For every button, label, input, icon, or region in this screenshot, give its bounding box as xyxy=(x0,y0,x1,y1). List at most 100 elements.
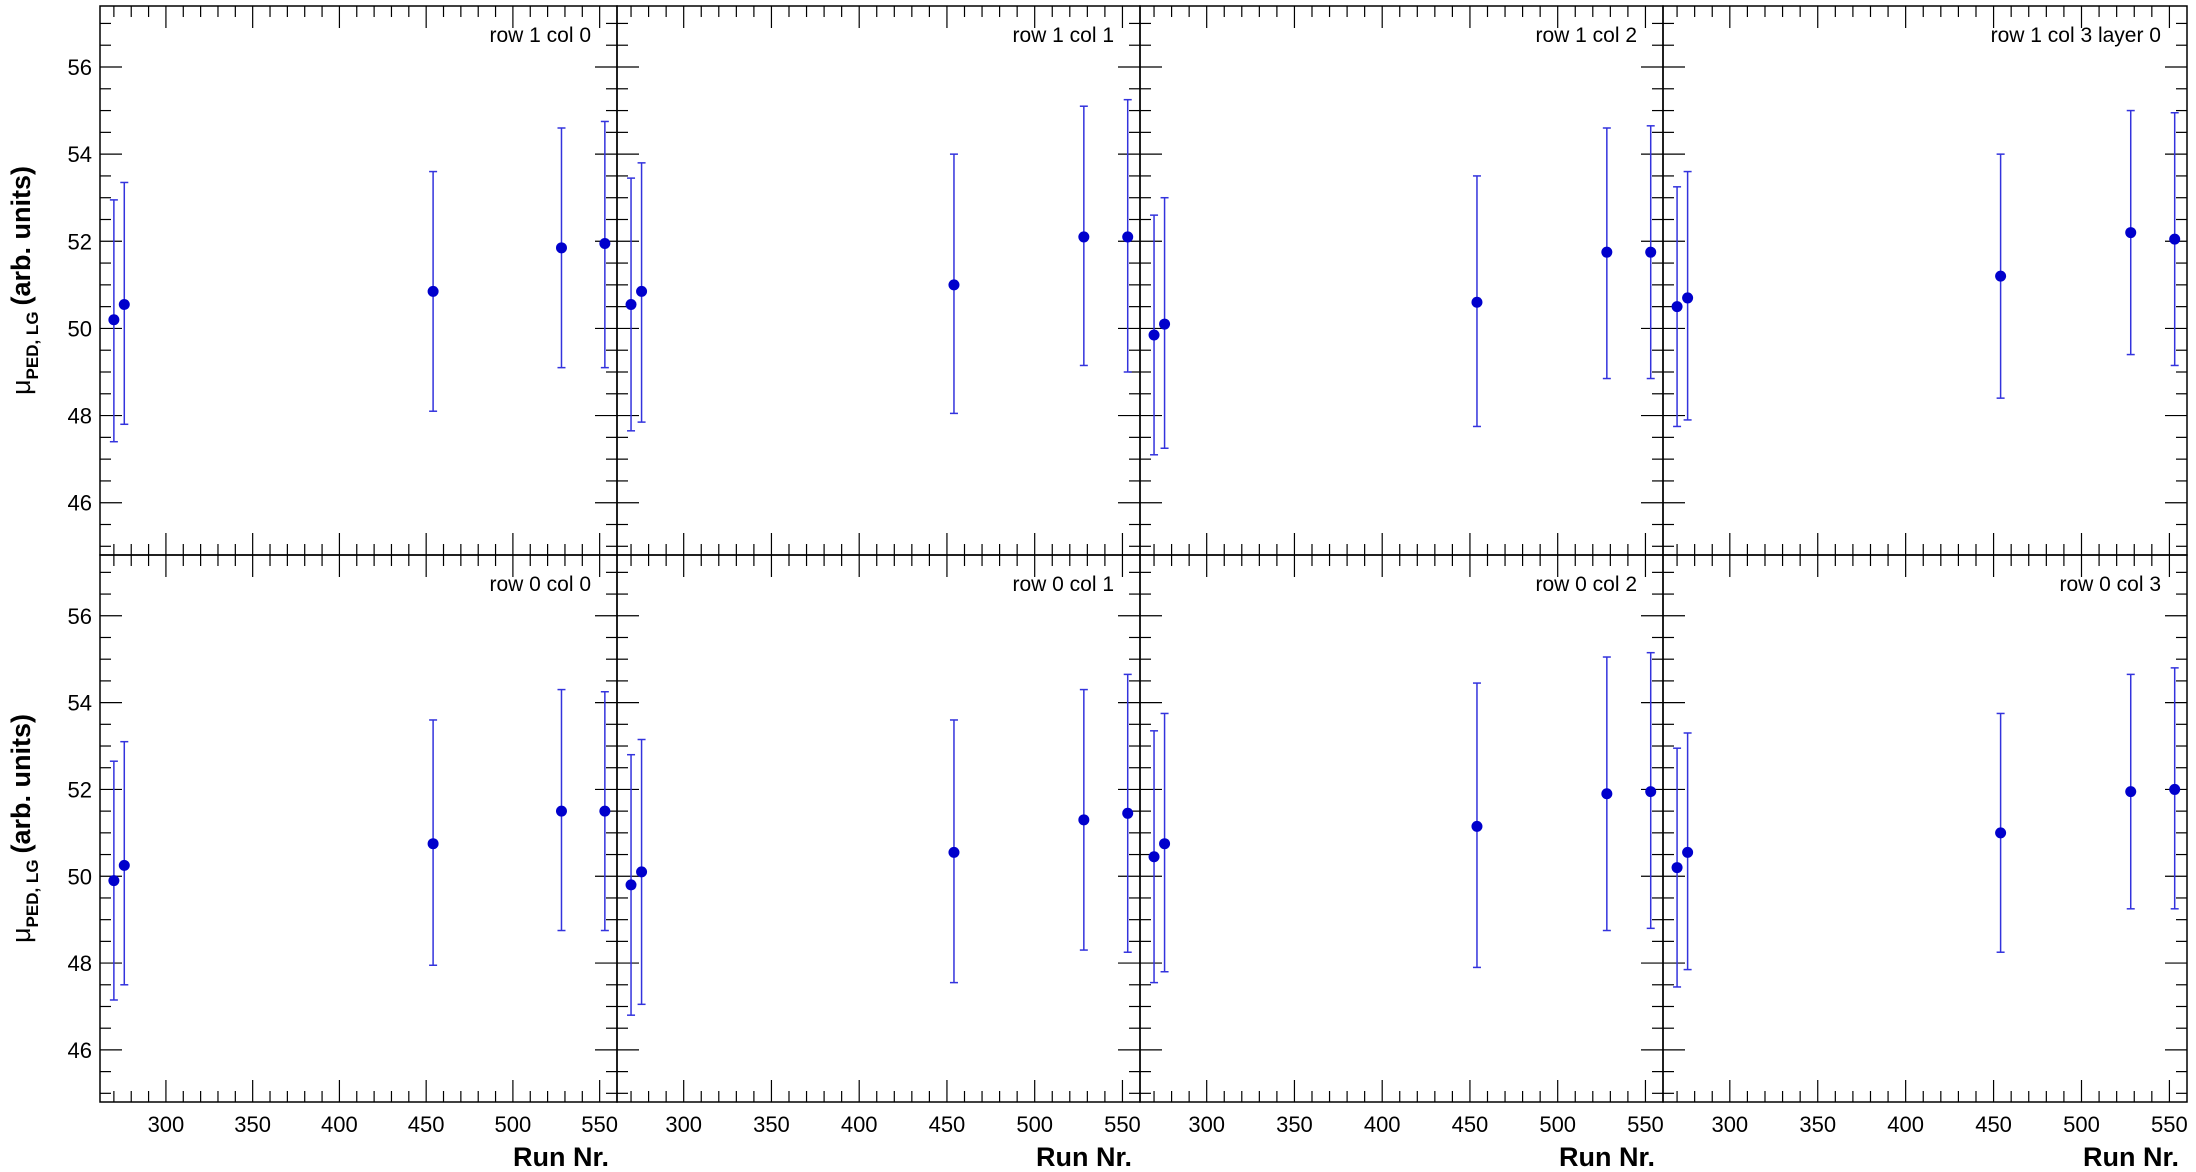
y-tick-label: 48 xyxy=(68,404,92,429)
y-axis-title-symbol: μ xyxy=(6,927,36,943)
y-tick-label: 48 xyxy=(68,951,92,976)
x-axis-title: Run Nr. xyxy=(1036,1142,1132,1172)
x-tick-label: 450 xyxy=(1975,1112,2012,1137)
y-axis-title-symbol: μ xyxy=(6,379,36,395)
data-point xyxy=(2125,786,2137,798)
data-point xyxy=(599,237,611,249)
x-tick-label: 550 xyxy=(1104,1112,1141,1137)
y-tick-label: 54 xyxy=(68,691,92,716)
x-tick-label: 350 xyxy=(1276,1112,1313,1137)
data-point xyxy=(948,846,960,858)
x-tick-label: 500 xyxy=(2063,1112,2100,1137)
x-tick-label: 350 xyxy=(234,1112,271,1137)
y-tick-label: 54 xyxy=(68,142,92,167)
data-point xyxy=(1471,820,1483,832)
x-tick-label: 300 xyxy=(148,1112,185,1137)
panel-label: row 0 col 0 xyxy=(489,573,591,596)
x-tick-label: 300 xyxy=(1188,1112,1225,1137)
panel-label: row 1 col 1 xyxy=(1012,24,1114,47)
data-point xyxy=(636,866,648,878)
x-tick-label: 300 xyxy=(665,1112,702,1137)
data-point xyxy=(1671,301,1683,313)
chart-panel: 300 350 400 450 500 550 Run Nr. row 0 col 3 xyxy=(1662,554,2188,1172)
x-tick-label: 350 xyxy=(1799,1112,1836,1137)
data-point xyxy=(1159,318,1171,330)
chart-panel: 300 350 400 450 500 550 Run Nr. row 0 col 1 xyxy=(616,554,1141,1172)
data-point xyxy=(636,285,648,297)
x-axis-title: Run Nr. xyxy=(513,1142,609,1172)
y-axis-title: μPED, LG (arb. units) xyxy=(6,714,42,943)
panel-label: row 1 col 2 xyxy=(1535,24,1637,47)
chart-panel: 46 48 50 52 54 56 row 1 col 0 xyxy=(68,5,618,556)
x-tick-label: 450 xyxy=(408,1112,445,1137)
x-tick-label: 450 xyxy=(929,1112,966,1137)
data-point xyxy=(427,285,439,297)
y-axis-title-subscript: PED, LG xyxy=(23,311,42,379)
panel-label: row 0 col 1 xyxy=(1012,573,1114,596)
x-tick-label: 350 xyxy=(753,1112,790,1137)
y-axis-title-units: (arb. units) xyxy=(6,714,36,854)
y-tick-label: 46 xyxy=(68,491,92,516)
data-point xyxy=(1148,329,1160,341)
y-tick-label: 50 xyxy=(68,864,92,889)
data-point xyxy=(108,314,120,326)
x-tick-label: 400 xyxy=(1887,1112,1924,1137)
data-point xyxy=(118,298,130,310)
x-tick-label: 400 xyxy=(321,1112,358,1137)
data-point xyxy=(118,859,130,871)
data-point xyxy=(1601,788,1613,800)
data-point xyxy=(1078,814,1090,826)
x-tick-label: 300 xyxy=(1711,1112,1748,1137)
x-axis-title: Run Nr. xyxy=(1559,1142,1655,1172)
data-point xyxy=(555,242,567,254)
y-tick-label: 52 xyxy=(68,229,92,254)
data-point xyxy=(1671,862,1683,874)
x-tick-label: 400 xyxy=(841,1112,878,1137)
x-tick-label: 500 xyxy=(1539,1112,1576,1137)
panel-frame xyxy=(1662,554,2188,1103)
data-point xyxy=(1995,270,2007,282)
data-point xyxy=(1148,851,1160,863)
data-point xyxy=(427,838,439,850)
panel-label: row 1 col 3 layer 0 xyxy=(1991,24,2161,47)
data-point xyxy=(1682,292,1694,304)
data-point xyxy=(599,805,611,817)
y-tick-label: 50 xyxy=(68,316,92,341)
data-point xyxy=(2169,783,2181,795)
data-point xyxy=(1601,246,1613,258)
data-point xyxy=(1471,296,1483,308)
y-tick-label: 52 xyxy=(68,777,92,802)
y-axis-title-units: (arb. units) xyxy=(6,166,36,306)
y-tick-label: 56 xyxy=(68,55,92,80)
panel-label: row 0 col 2 xyxy=(1535,573,1637,596)
y-axis-title: μPED, LG (arb. units) xyxy=(6,166,42,395)
x-tick-label: 550 xyxy=(581,1112,618,1137)
x-tick-label: 450 xyxy=(1452,1112,1489,1137)
data-point xyxy=(108,875,120,887)
x-tick-label: 500 xyxy=(495,1112,532,1137)
x-axis-title: Run Nr. xyxy=(2083,1142,2179,1172)
chart-panel: 46 48 50 52 54 56 300 350 400 450 500 550 Run Nr. row… xyxy=(68,554,618,1172)
y-tick-label: 56 xyxy=(68,604,92,629)
data-point xyxy=(948,279,960,291)
panel-label: row 0 col 3 xyxy=(2059,573,2161,596)
data-point xyxy=(1122,231,1134,243)
y-axis-title-subscript: PED, LG xyxy=(23,859,42,927)
x-tick-label: 550 xyxy=(1627,1112,1664,1137)
data-point xyxy=(1122,807,1134,819)
y-tick-label: 46 xyxy=(68,1038,92,1063)
x-tick-label: 400 xyxy=(1364,1112,1401,1137)
data-point xyxy=(1645,786,1657,798)
data-point xyxy=(1682,846,1694,858)
data-point xyxy=(2125,227,2137,239)
data-point xyxy=(1995,827,2007,839)
x-tick-label: 550 xyxy=(2151,1112,2188,1137)
data-point xyxy=(1645,246,1657,258)
data-point xyxy=(1078,231,1090,243)
x-tick-label: 500 xyxy=(1016,1112,1053,1137)
data-point xyxy=(555,805,567,817)
panel-label: row 1 col 0 xyxy=(489,24,591,47)
data-point xyxy=(625,298,637,310)
data-point xyxy=(625,879,637,891)
